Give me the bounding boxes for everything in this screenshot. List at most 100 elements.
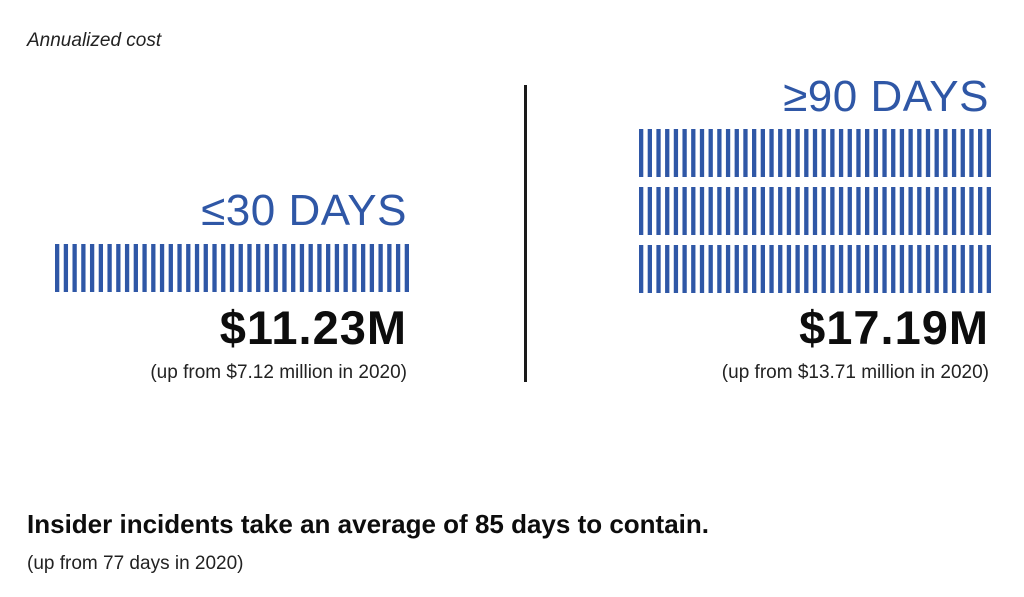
left-bar-stripe <box>81 244 86 292</box>
right-bar-stripe <box>769 187 774 235</box>
right-bar-stripe <box>778 187 783 235</box>
right-bar-stripe <box>899 129 905 177</box>
right-bar-stripe <box>743 245 748 293</box>
right-bar-stripe <box>908 129 913 177</box>
right-bar-stripe <box>699 187 705 235</box>
right-bar-stripe <box>656 129 661 177</box>
right-bar-stripe <box>943 129 948 177</box>
right-bar-stripe <box>778 245 783 293</box>
right-bar-stripe <box>951 129 957 177</box>
right-bar-stripe <box>856 245 861 293</box>
right-bar-stripe <box>873 245 878 293</box>
right-bar-stripe <box>682 129 687 177</box>
right-bar-stripe <box>665 187 670 235</box>
left-bar-stripe <box>282 244 287 292</box>
right-bar-stripe <box>752 187 757 235</box>
right-bar-stripe <box>830 129 835 177</box>
right-bar-stripe <box>769 245 774 293</box>
left-bar-stripe <box>387 244 392 292</box>
left-bar-stripe <box>212 244 217 292</box>
right-bar-stripe <box>891 187 896 235</box>
right-bar-stripe <box>795 129 800 177</box>
right-bar-stripe <box>847 245 852 293</box>
right-bar-stripe <box>969 187 974 235</box>
right-bar-stripe <box>943 187 948 235</box>
left-bar-stripe <box>273 244 278 292</box>
left-bar-stripe <box>343 244 348 292</box>
right-bar-stripe <box>708 187 713 235</box>
right-bar-stripe <box>699 245 705 293</box>
left-bar-stripe <box>203 244 208 292</box>
right-bar-stripe <box>882 129 887 177</box>
left-bar-stripe <box>55 244 60 292</box>
right-bar-stripe <box>986 245 991 293</box>
right-bar-stripe <box>804 187 809 235</box>
right-bar-stripe <box>691 187 696 235</box>
left-bar-stripe <box>308 244 313 292</box>
right-bar-stripe <box>960 187 965 235</box>
right-cost-note: (up from $13.71 million in 2020) <box>721 362 989 383</box>
left-bar-stripe <box>369 244 375 292</box>
right-bar-stripe <box>673 187 679 235</box>
right-bar-stripe <box>978 245 983 293</box>
headline-note: (up from 77 days in 2020) <box>27 553 244 574</box>
right-bar-stripe <box>882 187 887 235</box>
right-bar-stripe <box>734 245 739 293</box>
right-bar-stripe <box>647 187 652 235</box>
left-bar-stripe <box>264 244 270 292</box>
left-bar-stripe <box>229 244 235 292</box>
left-bar-stripe <box>360 244 366 292</box>
right-cost-value: $17.19M <box>799 301 989 354</box>
left-bar-stripe <box>326 244 331 292</box>
right-bar-stripe <box>795 187 800 235</box>
right-days-label: ≥90 DAYS <box>783 72 989 121</box>
right-bar-stripe <box>908 187 913 235</box>
right-bar-stripe <box>838 129 844 177</box>
left-bar-stripe <box>142 244 147 292</box>
left-bar-stack <box>55 244 409 292</box>
right-bar-stripe <box>865 245 870 293</box>
right-bar-stripe <box>786 129 792 177</box>
right-bar-stripe <box>760 245 765 293</box>
left-bar-stripe <box>334 244 340 292</box>
left-bar-stripe <box>194 244 200 292</box>
left-days-label: ≤30 DAYS <box>201 186 407 235</box>
right-bar-stripe <box>960 129 965 177</box>
right-bar-stripe <box>804 129 809 177</box>
left-bar-stripe <box>159 244 165 292</box>
right-bar-stripe <box>734 187 739 235</box>
headline: Insider incidents take an average of 85 … <box>27 509 710 539</box>
right-bar-row <box>639 129 991 177</box>
left-bar-stripe <box>299 244 305 292</box>
left-bar-stripe <box>317 244 322 292</box>
right-bar-stripe <box>951 245 957 293</box>
right-bar-stripe <box>891 245 896 293</box>
right-bar-stripe <box>891 129 896 177</box>
right-bar-stripe <box>673 245 679 293</box>
right-bar-stripe <box>882 245 887 293</box>
right-bar-stripe <box>934 187 939 235</box>
left-bar-stripe <box>98 244 104 292</box>
left-bar-stripe <box>378 244 383 292</box>
right-bar-stripe <box>725 245 731 293</box>
right-bar-stripe <box>847 129 852 177</box>
right-bar-stripe <box>873 129 878 177</box>
right-bar-stripe <box>708 245 713 293</box>
left-bar-stripe <box>116 244 121 292</box>
right-bar-stripe <box>647 129 652 177</box>
left-bar-stripe <box>186 244 191 292</box>
right-bar-stripe <box>821 245 826 293</box>
right-bar-stripe <box>830 187 835 235</box>
left-bar-row <box>55 244 409 292</box>
right-bar-stripe <box>943 245 948 293</box>
left-bar-stripe <box>72 244 77 292</box>
right-bar-stripe <box>786 187 792 235</box>
right-bar-stripe <box>665 245 670 293</box>
right-bar-stripe <box>978 187 983 235</box>
right-bar-stripe <box>865 129 870 177</box>
left-bar-stripe <box>151 244 156 292</box>
left-bar-stripe <box>221 244 226 292</box>
right-bar-stripe <box>899 187 905 235</box>
left-cost-note: (up from $7.12 million in 2020) <box>150 362 407 383</box>
right-bar-stripe <box>717 187 722 235</box>
